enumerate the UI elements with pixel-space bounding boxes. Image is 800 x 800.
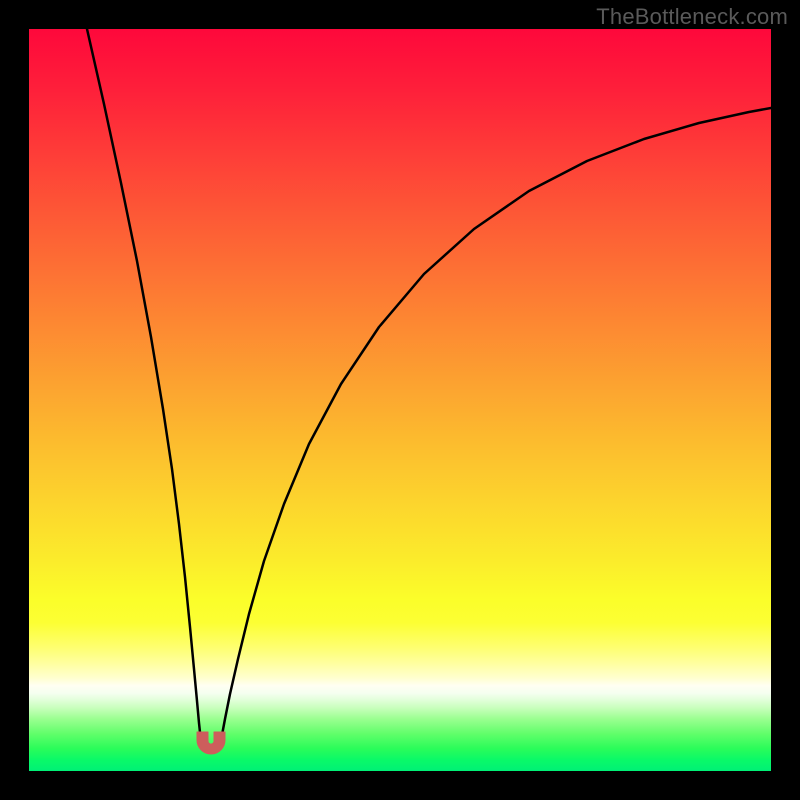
heatmap-background (29, 29, 771, 771)
plot-area (29, 29, 771, 771)
watermark-text: TheBottleneck.com (596, 4, 788, 30)
chart-container: TheBottleneck.com (0, 0, 800, 800)
